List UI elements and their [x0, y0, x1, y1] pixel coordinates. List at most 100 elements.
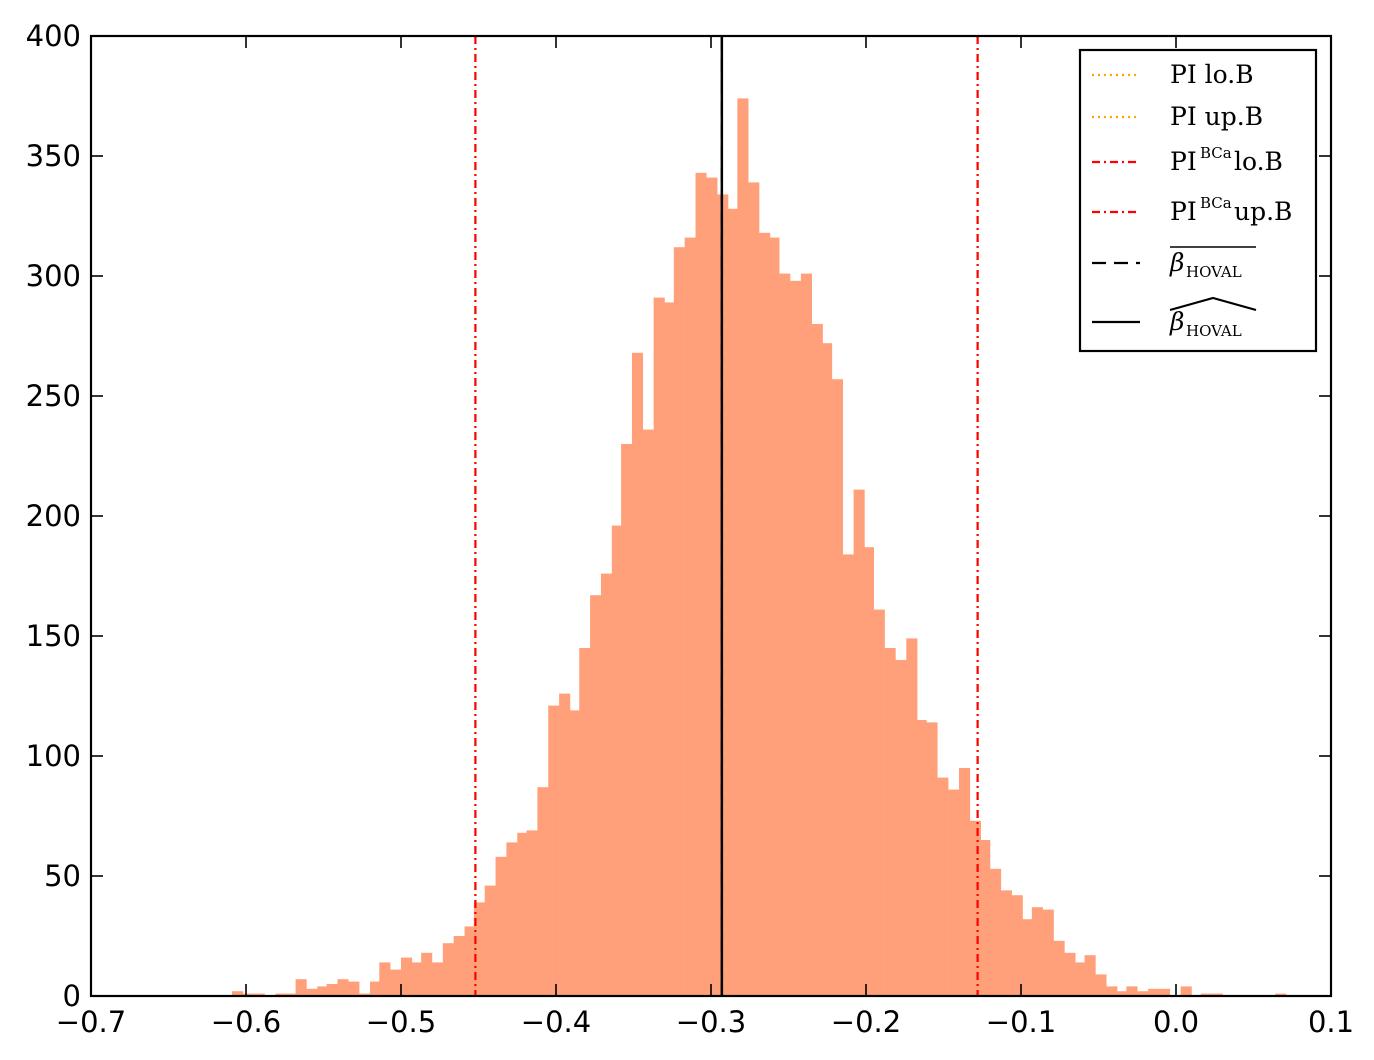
histogram-bar [684, 237, 696, 997]
histogram-bar [842, 554, 854, 996]
legend-box [1078, 48, 1318, 353]
legend-superscript: BCa [1200, 194, 1232, 212]
histogram-bar [853, 489, 865, 996]
histogram-bar [779, 273, 791, 997]
histogram-bar [1073, 962, 1085, 996]
histogram-bar [695, 172, 707, 997]
x-tick-label: −0.7 [56, 1005, 126, 1039]
histogram-bar [526, 830, 538, 996]
x-tick-label: −0.1 [986, 1005, 1056, 1039]
legend-superscript: BCa [1200, 144, 1232, 162]
histogram-bar [275, 993, 287, 996]
y-tick-label: 350 [26, 139, 81, 173]
y-tick-label: 400 [26, 19, 81, 53]
histogram-bar [873, 609, 885, 996]
legend-entry: β HOVAL [1092, 296, 1257, 340]
histogram-bar [1064, 952, 1076, 996]
histogram-bar [370, 981, 382, 996]
x-tick-label: −0.5 [366, 1005, 436, 1039]
histogram-bar [673, 247, 685, 996]
histogram-bar [295, 979, 307, 996]
histogram-bar [737, 98, 749, 996]
histogram-bar [1126, 986, 1138, 996]
legend-entry: PI lo.B [1092, 60, 1254, 89]
histogram-bars [232, 98, 1287, 997]
legend-label-suffix: lo.B [1234, 147, 1283, 176]
histogram-bar [768, 237, 780, 997]
histogram-bar [1180, 986, 1192, 996]
histogram-bar [726, 208, 738, 997]
histogram-bar [453, 936, 465, 996]
histogram-bar [590, 595, 602, 996]
histogram-bar [1000, 890, 1012, 996]
histogram-bar [411, 962, 423, 996]
x-tick-label: 0.0 [1153, 1005, 1199, 1039]
histogram-bar [831, 379, 844, 996]
histogram-bar [253, 993, 265, 996]
histogram-bar [548, 705, 560, 996]
widehat-accent [1169, 296, 1257, 312]
histogram-bar [1084, 955, 1096, 996]
histogram-bar [1095, 974, 1107, 996]
y-tick-label: 150 [26, 619, 81, 653]
histogram-bar [495, 856, 507, 996]
histogram-bar [884, 648, 896, 996]
legend-subscript: HOVAL [1186, 322, 1242, 340]
histogram-bar [442, 943, 454, 996]
histogram-bar [748, 182, 760, 996]
histogram-bar [537, 787, 549, 996]
histogram-bar [579, 648, 591, 996]
y-tick-label: 200 [26, 499, 81, 533]
x-tick-label: 0.1 [1308, 1005, 1354, 1039]
histogram-bar [1011, 895, 1023, 996]
legend-entry: β HOVAL [1092, 246, 1256, 281]
histogram-bar [611, 525, 623, 996]
histogram-bar [421, 952, 433, 996]
histogram-bar [664, 302, 676, 996]
histogram-bar [517, 832, 529, 996]
histogram-bar [1106, 986, 1118, 996]
histogram-bar [759, 232, 771, 997]
legend-entry: PI BCa lo.B [1092, 144, 1283, 176]
histogram-bar [1022, 919, 1034, 996]
histogram-bar [937, 777, 949, 996]
reference-lines [474, 36, 979, 996]
histogram-bar [990, 868, 1002, 996]
histogram-bar [926, 722, 938, 996]
histogram-bar [232, 991, 244, 996]
histogram-bar [473, 902, 485, 996]
histogram-bar [464, 926, 476, 996]
histogram-bar [348, 981, 360, 996]
histogram-bar [631, 352, 644, 996]
histogram-bar [306, 988, 318, 996]
histogram-bar [242, 993, 255, 996]
histogram-bar [906, 638, 918, 996]
histogram-bar [800, 273, 813, 997]
histogram-bar [1137, 991, 1149, 996]
y-tick-label: 250 [26, 379, 81, 413]
histogram-bar [821, 343, 833, 996]
axes: −0.7 −0.6 −0.5 −0.4 −0.3 −0.2 −0.1 0.0 0.1 0 50 100… [26, 19, 1354, 1039]
legend-label: PI [1170, 197, 1197, 226]
histogram-bar [979, 840, 991, 996]
legend-label-suffix: up.B [1234, 197, 1292, 226]
histogram-bar [484, 885, 496, 996]
histogram-bar [621, 444, 633, 996]
histogram-bar [1158, 988, 1171, 996]
histogram-bar [559, 693, 571, 996]
histogram-bar [379, 962, 391, 996]
histogram-bar [1275, 993, 1287, 996]
histogram-bar [600, 573, 613, 996]
histogram-bar [506, 842, 518, 996]
x-tick-label: −0.4 [521, 1005, 591, 1039]
legend-label: β [1169, 248, 1184, 277]
histogram-bar [811, 324, 823, 996]
x-tick-label: −0.6 [211, 1005, 281, 1039]
y-tick-label: 50 [44, 859, 81, 893]
histogram-bar [432, 962, 444, 996]
histogram-bar [642, 429, 654, 997]
histogram-bar [1148, 988, 1160, 996]
legend-label: PI [1170, 147, 1197, 176]
legend-subscript: HOVAL [1186, 263, 1242, 281]
legend-entry: PI BCa up.B [1092, 194, 1292, 226]
